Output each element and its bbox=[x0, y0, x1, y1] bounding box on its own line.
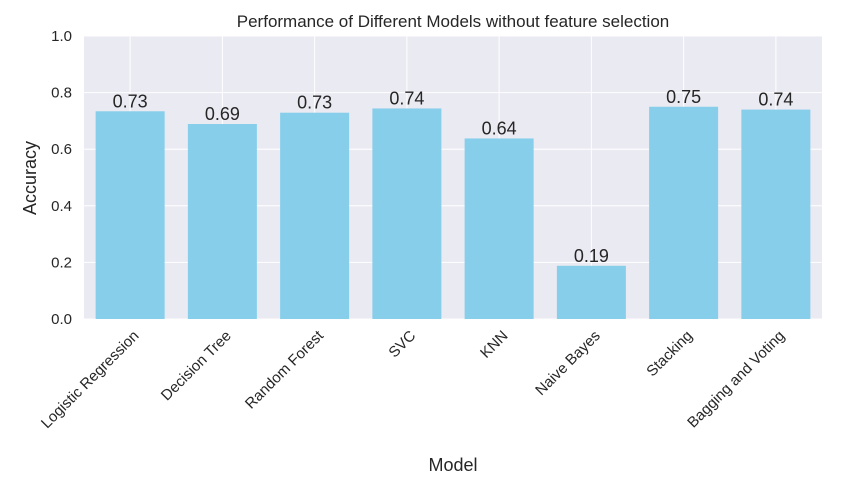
bars bbox=[95, 106, 811, 320]
data-labels: 0.73 0.69 0.73 0.74 0.64 0.19 0.75 0.74 bbox=[113, 87, 794, 266]
bar-value-label: 0.75 bbox=[666, 87, 701, 107]
bar-value-label: 0.69 bbox=[205, 104, 240, 124]
x-tick-label: SVC bbox=[385, 327, 419, 361]
x-tick-label: KNN bbox=[477, 327, 511, 361]
y-tick-label: 1.0 bbox=[51, 28, 72, 45]
bar bbox=[372, 108, 442, 319]
y-tick-labels: 0.0 0.2 0.4 0.6 0.8 1.0 bbox=[51, 28, 72, 328]
bar bbox=[280, 112, 350, 320]
bar bbox=[95, 111, 165, 319]
x-tick-label: Bagging and Voting bbox=[684, 327, 788, 431]
y-axis-label: Accuracy bbox=[20, 141, 40, 215]
y-tick-label: 0.6 bbox=[51, 141, 72, 158]
bar bbox=[556, 265, 626, 319]
x-tick-label: Stacking bbox=[643, 327, 696, 380]
bar-value-label: 0.74 bbox=[758, 90, 793, 110]
bar-value-label: 0.64 bbox=[482, 118, 517, 138]
y-tick-label: 0.0 bbox=[51, 311, 72, 328]
x-tick-label: Naive Bayes bbox=[532, 327, 604, 399]
x-tick-label: Decision Tree bbox=[158, 327, 235, 404]
bar bbox=[741, 109, 811, 319]
bar-value-label: 0.19 bbox=[574, 246, 609, 266]
y-tick-label: 0.4 bbox=[51, 198, 72, 215]
bar-value-label: 0.74 bbox=[389, 88, 424, 108]
x-axis-label: Model bbox=[428, 455, 477, 475]
bar bbox=[464, 138, 534, 319]
bar bbox=[649, 106, 719, 319]
chart-title: Performance of Different Models without … bbox=[237, 12, 669, 31]
bar-value-label: 0.73 bbox=[113, 91, 148, 111]
bar bbox=[187, 124, 257, 319]
y-tick-label: 0.2 bbox=[51, 254, 72, 271]
bar-value-label: 0.73 bbox=[297, 93, 332, 113]
x-tick-label: Logistic Regression bbox=[38, 327, 143, 432]
x-tick-labels: Logistic Regression Decision Tree Random F… bbox=[38, 327, 788, 432]
y-tick-label: 0.8 bbox=[51, 85, 72, 102]
x-tick-label: Random Forest bbox=[242, 327, 328, 413]
